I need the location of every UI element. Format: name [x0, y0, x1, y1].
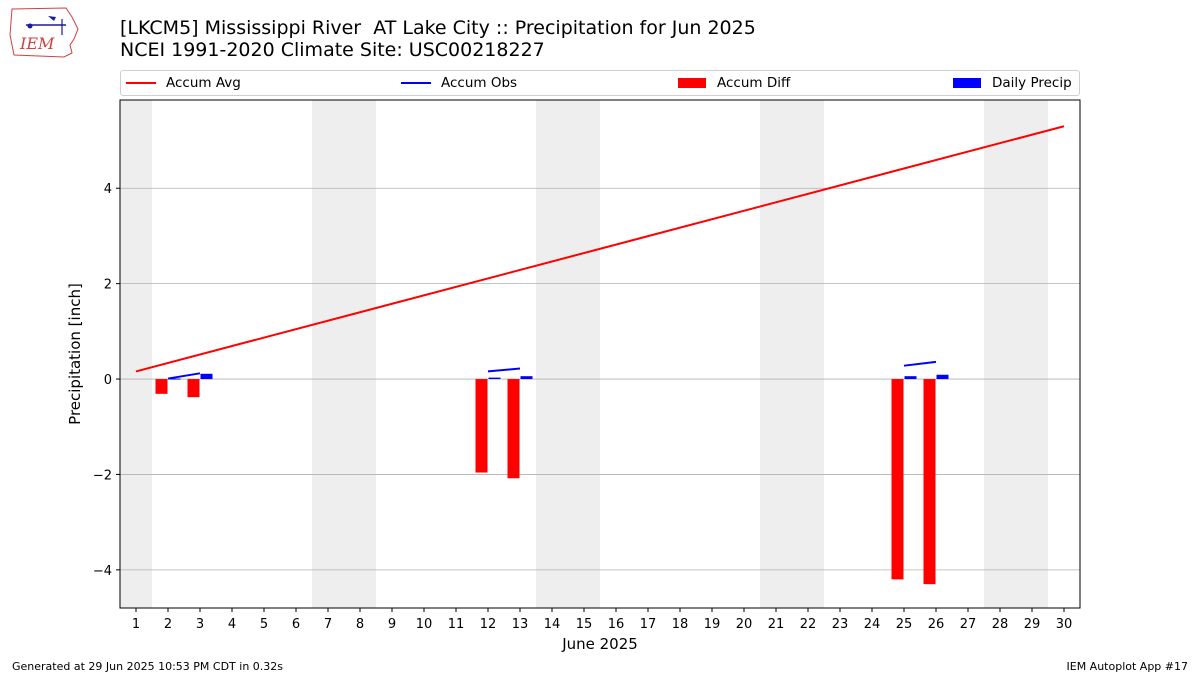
- x-tick-label: 28: [992, 617, 1009, 632]
- chart-subtitle: NCEI 1991-2020 Climate Site: USC00218227: [120, 39, 545, 61]
- x-tick-label: 20: [736, 617, 753, 632]
- legend-item-accum-diff: Accum Diff: [678, 71, 790, 95]
- accum-diff-bar: [891, 379, 904, 580]
- legend-item-accum-obs: Accum Obs: [401, 71, 517, 95]
- grid-lines: [120, 187, 1080, 571]
- x-tick-label: 2: [164, 617, 172, 632]
- y-tick-label: 4: [104, 182, 112, 197]
- footer-generated: Generated at 29 Jun 2025 10:53 PM CDT in…: [12, 660, 284, 673]
- legend-swatch-accum-diff: [678, 78, 706, 88]
- y-tick-label: −4: [93, 564, 112, 579]
- legend-item-accum-avg: Accum Avg: [126, 71, 241, 95]
- legend: Accum Avg Accum Obs Accum Diff Daily Pre…: [120, 70, 1080, 96]
- legend-swatch-daily-precip: [953, 78, 981, 88]
- x-tick-label: 7: [324, 617, 332, 632]
- daily-precip-bar: [520, 376, 533, 380]
- x-tick-label: 21: [768, 617, 785, 632]
- x-tick-label: 16: [608, 617, 625, 632]
- x-tick-label: 15: [576, 617, 593, 632]
- x-tick-label: 12: [480, 617, 497, 632]
- daily-precip-bar: [488, 377, 501, 380]
- state-outline: [9, 7, 79, 58]
- y-tick-label: 2: [104, 278, 112, 293]
- x-tick-label: 6: [292, 617, 300, 632]
- x-tick-label: 18: [672, 617, 689, 632]
- x-tick-label: 25: [896, 617, 913, 632]
- x-axis-label: June 2025: [561, 635, 638, 653]
- weekend-band: [312, 100, 376, 608]
- x-tick-label: 26: [928, 617, 945, 632]
- accum-diff-bar: [923, 379, 936, 585]
- x-tick-label: 27: [960, 617, 977, 632]
- y-axis-label: Precipitation [inch]: [66, 283, 84, 425]
- legend-swatch-accum-obs: [401, 82, 431, 84]
- x-tick-label: 29: [1024, 617, 1041, 632]
- daily-precip-bar: [936, 374, 949, 380]
- x-tick-label: 14: [544, 617, 561, 632]
- x-tick-label: 23: [832, 617, 849, 632]
- x-tick-label: 11: [448, 617, 465, 632]
- x-tick-label: 1: [132, 617, 140, 632]
- logo-text: IEM: [19, 34, 55, 53]
- x-tick-label: 5: [260, 617, 268, 632]
- accum-obs-line: [167, 372, 201, 380]
- logo-vane: [48, 16, 56, 21]
- chart-title: [LKCM5] Mississippi River AT Lake City :…: [120, 17, 756, 39]
- x-tick-label: 4: [228, 617, 236, 632]
- x-tick-label: 10: [416, 617, 433, 632]
- accum-diff-bar: [507, 379, 520, 479]
- iem-logo: IEM: [9, 7, 79, 58]
- x-axis: 1 2 3 4 5 6 7 8 9 10 11 12 13 14 15 16 17 18 19 20 21 22 23 24 2…: [132, 608, 1072, 632]
- footer-app: IEM Autoplot App #17: [1066, 660, 1189, 673]
- y-tick-label: −2: [93, 468, 112, 483]
- daily-precip-bar: [904, 376, 917, 380]
- accum-obs-line: [903, 360, 937, 367]
- y-tick-label: 0: [104, 373, 112, 388]
- accum-diff-bar: [187, 379, 200, 398]
- x-tick-label: 30: [1056, 617, 1073, 632]
- accum-avg-line: [135, 125, 1065, 373]
- x-tick-label: 17: [640, 617, 657, 632]
- x-tick-label: 22: [800, 617, 817, 632]
- weekend-band: [536, 100, 600, 608]
- legend-label-accum-diff: Accum Diff: [717, 75, 791, 91]
- x-tick-label: 9: [388, 617, 396, 632]
- x-tick-label: 8: [356, 617, 364, 632]
- daily-precip-bar: [200, 373, 213, 380]
- weekend-band: [760, 100, 824, 608]
- weekend-band: [984, 100, 1048, 608]
- x-tick-label: 19: [704, 617, 721, 632]
- x-tick-label: 24: [864, 617, 881, 632]
- logo-dot: [27, 23, 33, 29]
- data-marks: [135, 125, 1065, 585]
- x-tick-label: 13: [512, 617, 529, 632]
- y-axis: −4 −2 0 2 4: [93, 182, 120, 579]
- accum-obs-line: [487, 367, 521, 373]
- legend-label-accum-avg: Accum Avg: [166, 75, 241, 91]
- legend-swatch-accum-avg: [126, 82, 156, 84]
- legend-item-daily-precip: Daily Precip: [953, 71, 1072, 95]
- plot-frame: [119, 99, 1081, 609]
- legend-label-daily-precip: Daily Precip: [992, 75, 1072, 91]
- daily-precip-bar: [168, 378, 181, 380]
- x-tick-label: 3: [196, 617, 204, 632]
- weekend-band: [120, 100, 152, 608]
- legend-label-accum-obs: Accum Obs: [441, 75, 518, 91]
- accum-diff-bar: [475, 379, 488, 473]
- weekend-bands: [120, 100, 1048, 608]
- accum-diff-bar: [155, 379, 168, 394]
